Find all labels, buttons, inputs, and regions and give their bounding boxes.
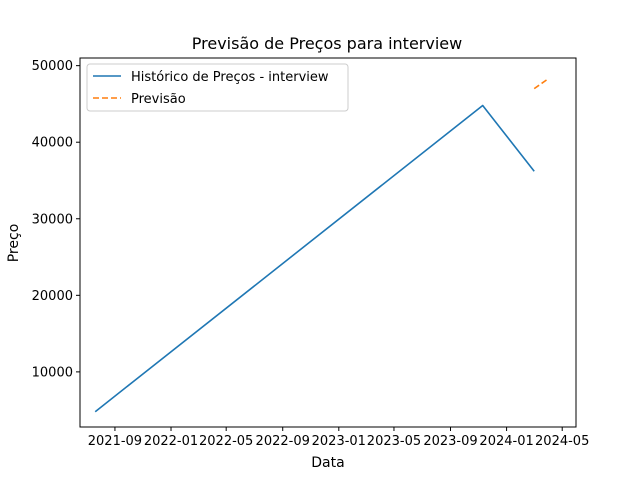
chart-title: Previsão de Preços para interview [192,34,462,53]
series-line-0 [94,104,535,413]
y-axis-label: Preço [6,224,22,263]
x-tick-label: 2022-05 [199,434,253,449]
y-tick-label: 50000 [32,59,73,74]
x-tick-label: 2023-09 [423,434,477,449]
y-tick-label: 40000 [32,136,73,151]
x-tick-label: 2022-09 [256,434,310,449]
x-axis: 2021-09 2022-01 2022-05 2022-09 2023-01 2023-… [88,427,589,449]
x-axis-label: Data [311,455,344,471]
legend: Histórico de Preços - interview Previsão [86,63,349,112]
x-tick-label: 2023-01 [312,434,366,449]
plot-frame [79,57,577,428]
y-tick-label: 30000 [32,212,73,227]
x-tick-label: 2022-01 [144,434,198,449]
y-tick-label: 20000 [32,289,73,304]
x-tick-label: 2024-05 [535,434,589,449]
series-layer [94,78,549,413]
x-tick-label: 2023-05 [367,434,421,449]
x-tick-label: 2021-09 [88,434,142,449]
legend-box [86,63,349,112]
legend-label-0: Histórico de Preços - interview [131,70,329,85]
y-tick-label: 10000 [32,365,73,380]
legend-label-1: Previsão [131,92,186,107]
x-tick-label: 2024-01 [479,434,533,449]
series-line-1 [533,78,549,90]
y-axis: 10000 20000 30000 40000 50000 [32,59,80,380]
